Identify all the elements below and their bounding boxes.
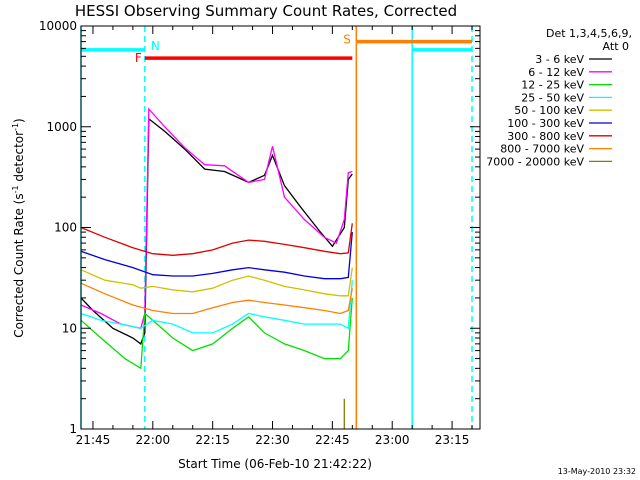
legend-header-line-1: Det 1,3,4,5,6,9, bbox=[546, 27, 632, 40]
overlay-label: N bbox=[151, 39, 160, 53]
x-tick-label: 21:45 bbox=[76, 433, 111, 447]
overlay-layer: NF S bbox=[80, 26, 473, 429]
series-line bbox=[80, 232, 353, 280]
series-layer bbox=[80, 107, 353, 429]
series-line bbox=[80, 107, 353, 330]
legend-entry-label: 12 - 25 keV bbox=[521, 79, 584, 92]
x-tick-label: 23:00 bbox=[375, 433, 410, 447]
series-line bbox=[80, 280, 353, 334]
legend-entry-label: 50 - 100 keV bbox=[514, 104, 584, 117]
legend-header-line-2: Att 0 bbox=[603, 40, 629, 53]
y-tick-label: 1 bbox=[69, 422, 77, 436]
legend-entry-label: 3 - 6 keV bbox=[535, 53, 584, 66]
y-axis: 1 10 100 1000 10000 bbox=[39, 19, 480, 436]
series-line bbox=[80, 297, 353, 370]
legend-entry-label: 25 - 50 keV bbox=[521, 91, 584, 104]
y-tick-label: 10 bbox=[62, 321, 77, 335]
overlay-label: S bbox=[343, 33, 351, 47]
legend-entry-label: 6 - 12 keV bbox=[528, 66, 584, 79]
y-tick-label: 10000 bbox=[39, 19, 77, 33]
x-axis: 21:45 22:00 22:15 22:30 22:45 23:00 23:15 bbox=[76, 26, 473, 447]
legend-entry-label: 800 - 7000 keV bbox=[500, 143, 584, 156]
series-line bbox=[80, 282, 353, 315]
x-tick-label: 22:30 bbox=[255, 433, 290, 447]
x-tick-label: 22:00 bbox=[136, 433, 171, 447]
y-axis-label: Corrected Count Rate (s-1 detector-1) bbox=[11, 118, 26, 337]
y-tick-label: 100 bbox=[54, 221, 77, 235]
x-tick-label: 22:15 bbox=[195, 433, 230, 447]
y-tick-label: 1000 bbox=[46, 120, 77, 134]
series-line bbox=[80, 223, 353, 256]
overlay-label: F bbox=[135, 51, 142, 65]
legend-entry-label: 300 - 800 keV bbox=[507, 130, 584, 143]
series-line bbox=[80, 267, 353, 297]
legend-entry-label: 7000 - 20000 keV bbox=[486, 155, 584, 168]
series-line bbox=[80, 117, 353, 345]
x-axis-label: Start Time (06-Feb-10 21:42:22) bbox=[178, 457, 372, 471]
x-tick-label: 22:45 bbox=[315, 433, 350, 447]
legend-entry-label: 100 - 300 keV bbox=[507, 117, 584, 130]
chart-title: HESSI Observing Summary Count Rates, Cor… bbox=[75, 2, 457, 20]
x-tick-label: 23:15 bbox=[435, 433, 470, 447]
footer-date: 13-May-2010 23:32 bbox=[558, 467, 636, 476]
